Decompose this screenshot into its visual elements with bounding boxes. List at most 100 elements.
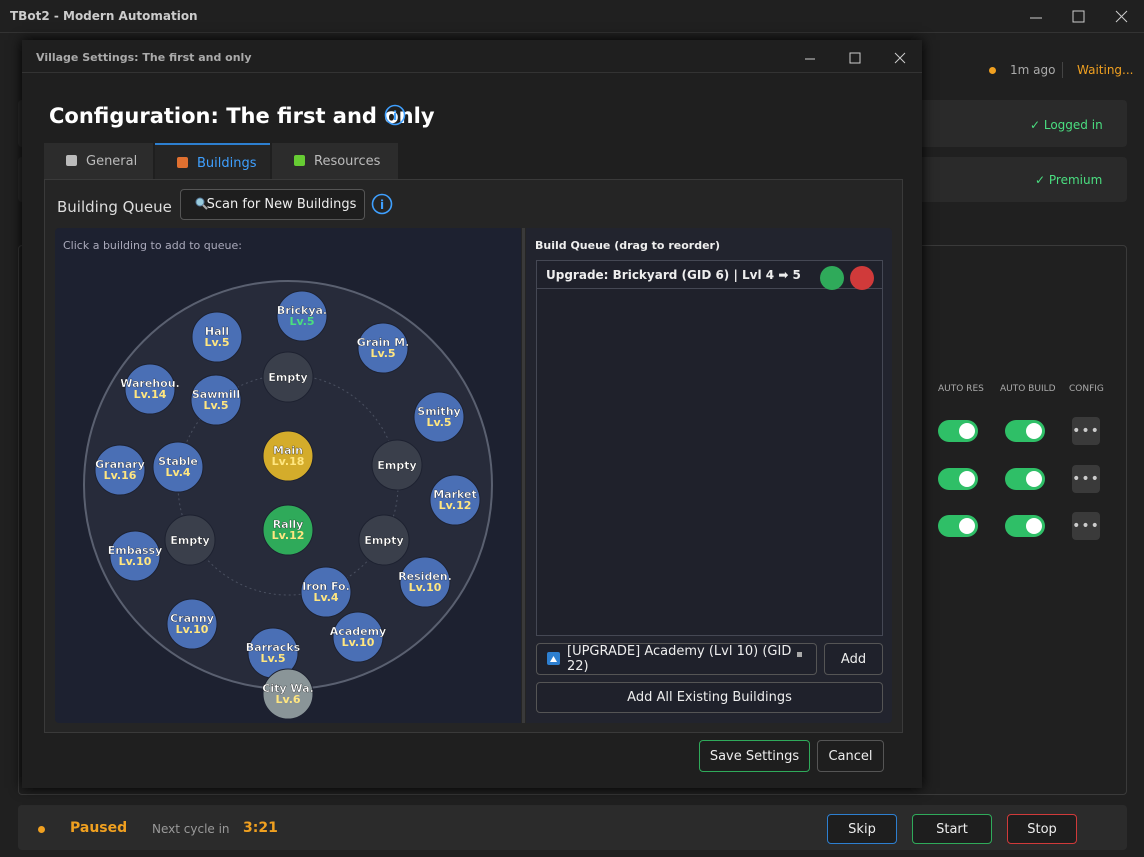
scan-button[interactable]: Scan for New Buildings bbox=[180, 189, 365, 220]
building[interactable]: City Wa.Lv.6 bbox=[262, 668, 314, 720]
svg-text:i: i bbox=[393, 109, 397, 123]
select-icon bbox=[547, 652, 560, 665]
info-icon[interactable]: i bbox=[384, 104, 408, 128]
building-name: Cranny bbox=[170, 612, 214, 625]
window-controls bbox=[1030, 10, 1128, 23]
start-button[interactable]: Start bbox=[912, 814, 992, 844]
tab-icon bbox=[294, 155, 305, 166]
building-name: Residen. bbox=[398, 570, 452, 583]
stop-button[interactable]: Stop bbox=[1007, 814, 1077, 844]
building-level: Lv.4 bbox=[313, 591, 338, 604]
building-name: Empty bbox=[377, 459, 416, 472]
building-level: Lv.6 bbox=[275, 693, 300, 706]
save-button[interactable]: Save Settings bbox=[699, 740, 810, 772]
building-level: Lv.10 bbox=[342, 636, 375, 649]
toggle[interactable] bbox=[1005, 468, 1045, 490]
separator bbox=[1062, 62, 1063, 78]
tab[interactable]: Buildings bbox=[155, 143, 270, 179]
config-button[interactable]: ••• bbox=[1072, 465, 1100, 493]
toggle[interactable] bbox=[938, 420, 978, 442]
building-map-panel: Brickya. Lv.5 Hall Lv.5 Grain M. Lv.5 Warehou.… bbox=[55, 228, 521, 723]
building-name: Brickya. bbox=[277, 304, 327, 317]
divider bbox=[0, 32, 1144, 33]
queue-title: Build Queue (drag to reorder) bbox=[535, 239, 720, 252]
map-hint: Click a building to add to queue: bbox=[63, 239, 242, 252]
section-title: Building Queue bbox=[57, 198, 172, 216]
toggle[interactable] bbox=[1005, 515, 1045, 537]
building-circle bbox=[429, 474, 481, 526]
building-circle bbox=[190, 374, 242, 426]
building-circle bbox=[262, 504, 314, 556]
search-icon bbox=[195, 197, 208, 210]
config-button[interactable]: ••• bbox=[1072, 512, 1100, 540]
queue-item[interactable]: Upgrade: Brickyard (GID 6) | Lvl 4 ➡ 5 bbox=[537, 261, 882, 290]
next-label: Next cycle in bbox=[152, 822, 230, 836]
config-button[interactable]: ••• bbox=[1072, 417, 1100, 445]
building[interactable]: Iron Fo.Lv.4 bbox=[300, 566, 352, 618]
building[interactable]: Grain M.Lv.5 bbox=[357, 322, 409, 374]
building-circle bbox=[399, 556, 451, 608]
next-time: 3:21 bbox=[243, 820, 278, 836]
building-circle bbox=[300, 566, 352, 618]
building-select[interactable]: [UPGRADE] Academy (Lvl 10) (GID 22) bbox=[536, 643, 817, 675]
building-level: Lv.5 bbox=[204, 336, 229, 349]
building-level: Lv.5 bbox=[203, 399, 228, 412]
skip-button[interactable]: Skip bbox=[827, 814, 897, 844]
building-circle bbox=[262, 430, 314, 482]
column-header: AUTO RES bbox=[938, 384, 984, 394]
add-button[interactable]: Add bbox=[824, 643, 883, 675]
info-icon[interactable]: i bbox=[371, 193, 395, 217]
building[interactable]: Brickya.Lv.5 bbox=[276, 290, 328, 342]
building[interactable]: Empty bbox=[262, 351, 314, 403]
tab-label: Resources bbox=[314, 154, 381, 169]
queue-list: Upgrade: Brickyard (GID 6) | Lvl 4 ➡ 5 bbox=[536, 260, 883, 636]
tab-icon bbox=[66, 155, 77, 166]
building[interactable]: Empty bbox=[358, 514, 410, 566]
building[interactable]: Empty bbox=[371, 439, 423, 491]
toggle[interactable] bbox=[938, 515, 978, 537]
building-level: Lv.10 bbox=[409, 581, 442, 594]
move-button[interactable] bbox=[820, 266, 844, 290]
splitter bbox=[522, 228, 525, 723]
add-all-button[interactable]: Add All Existing Buildings bbox=[536, 682, 883, 713]
building-circle bbox=[358, 514, 410, 566]
building-circle bbox=[332, 611, 384, 663]
building-name: Empty bbox=[170, 534, 209, 547]
building[interactable]: Empty bbox=[164, 514, 216, 566]
building-level: Lv.12 bbox=[439, 499, 472, 512]
last-update: 1m ago bbox=[1010, 63, 1056, 77]
toggle[interactable] bbox=[1005, 420, 1045, 442]
tab-label: General bbox=[86, 154, 138, 169]
tab-label: Buildings bbox=[197, 156, 257, 171]
remove-button[interactable] bbox=[850, 266, 874, 290]
building-circle bbox=[276, 290, 328, 342]
login-status: ✓ Logged in bbox=[1030, 118, 1103, 132]
building-name: Main bbox=[273, 444, 303, 457]
tab[interactable]: General bbox=[44, 143, 153, 179]
building-level: Lv.14 bbox=[134, 388, 167, 401]
select-arrow bbox=[797, 652, 802, 657]
building-name: Barracks bbox=[246, 641, 301, 654]
tab-icon bbox=[177, 157, 188, 168]
building-circle bbox=[371, 439, 423, 491]
column-header: AUTO BUILD bbox=[1000, 384, 1056, 394]
tab[interactable]: Resources bbox=[272, 143, 398, 179]
toggle[interactable] bbox=[938, 468, 978, 490]
cancel-button[interactable]: Cancel bbox=[817, 740, 884, 772]
building[interactable]: Warehou.Lv.14 bbox=[120, 363, 180, 415]
building[interactable]: Residen.Lv.10 bbox=[398, 556, 452, 608]
building-circle bbox=[164, 514, 216, 566]
